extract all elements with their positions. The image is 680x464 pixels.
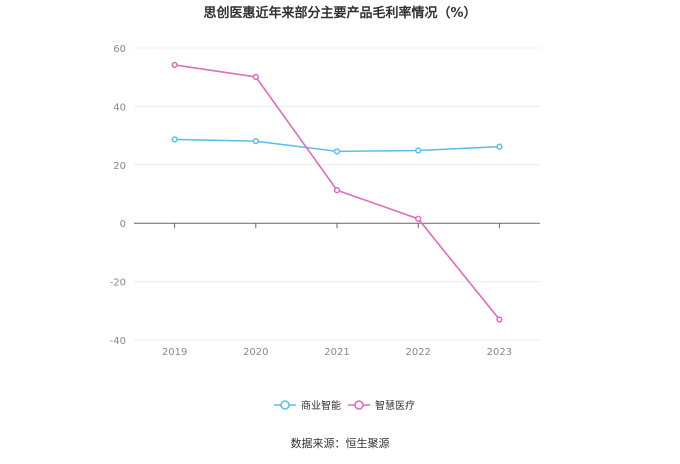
series-0-point-4[interactable] bbox=[496, 143, 503, 150]
y-tick-label-0: 60 bbox=[113, 44, 126, 55]
series-1-point-2[interactable] bbox=[333, 187, 341, 194]
series-1-point-1[interactable] bbox=[252, 73, 259, 81]
chart-title: 思创医惠近年来部分主要产品毛利率情况（%） bbox=[203, 5, 476, 21]
source-note: 数据来源：恒生聚源 bbox=[291, 436, 390, 450]
y-tick-label-3: 0 bbox=[120, 219, 126, 230]
grid-lines bbox=[134, 47, 540, 341]
y-tick-label-2: 20 bbox=[113, 161, 126, 172]
x-tick-label-4: 2023 bbox=[487, 347, 512, 358]
x-tick-label-2: 2021 bbox=[324, 347, 349, 358]
legend[interactable]: 商业智能 智慧医疗 bbox=[274, 399, 415, 412]
series-0-point-2[interactable] bbox=[333, 148, 341, 155]
axes: 60 40 20 0 -20 -40 2019 2020 2021 2022 2023 bbox=[110, 44, 512, 358]
legend-item-0[interactable]: 商业智能 bbox=[274, 399, 341, 412]
series-1-point-4[interactable] bbox=[496, 316, 503, 323]
legend-marker-1 bbox=[354, 400, 364, 410]
legend-label-0: 商业智能 bbox=[301, 399, 341, 412]
legend-marker-0 bbox=[280, 400, 290, 410]
series-1-point-0[interactable] bbox=[171, 61, 178, 69]
series-lines bbox=[171, 61, 503, 323]
legend-label-1: 智慧医疗 bbox=[375, 399, 415, 412]
x-tick-label-0: 2019 bbox=[162, 347, 187, 358]
series-1-point-3[interactable] bbox=[415, 215, 422, 222]
series-0-point-3[interactable] bbox=[415, 147, 422, 154]
y-tick-label-1: 40 bbox=[113, 102, 126, 113]
y-tick-label-5: -40 bbox=[110, 336, 126, 347]
series-0-point-1[interactable] bbox=[252, 137, 259, 145]
y-tick-label-4: -20 bbox=[110, 278, 126, 289]
x-tick-label-3: 2022 bbox=[405, 347, 430, 358]
series-0-point-0[interactable] bbox=[171, 136, 178, 143]
x-tick-label-1: 2020 bbox=[243, 347, 268, 358]
legend-item-1[interactable]: 智慧医疗 bbox=[348, 399, 415, 412]
